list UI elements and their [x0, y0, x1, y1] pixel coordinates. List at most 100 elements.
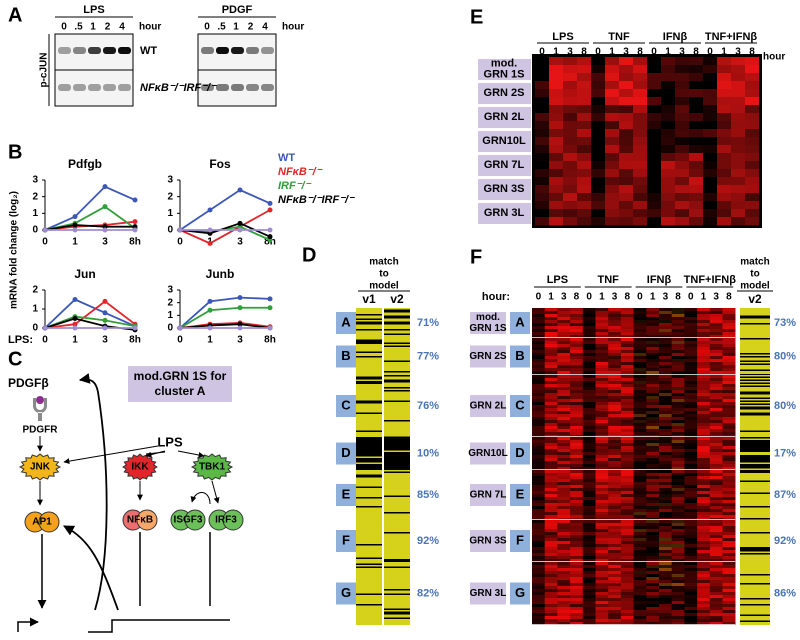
heatmap-cell	[532, 323, 545, 327]
heatmap-cell	[544, 326, 558, 330]
heatmap-cell	[582, 613, 596, 617]
heatmap-cell	[646, 402, 660, 406]
time-label: 3	[735, 47, 741, 58]
heatmap-cell	[595, 574, 609, 578]
heatmap-cell	[646, 417, 660, 421]
heatmap-cell	[709, 452, 723, 456]
heatmap-cell	[591, 153, 605, 162]
heatmap-cell	[697, 583, 711, 587]
heatmap-cell	[582, 604, 596, 608]
data-point	[237, 187, 243, 193]
heatmap-cell	[570, 443, 584, 447]
heatmap-cell	[709, 384, 723, 388]
heatmap-cell	[557, 362, 571, 366]
data-point	[267, 305, 273, 311]
heatmap-cell	[582, 402, 596, 406]
time-label: 1	[553, 47, 559, 58]
heatmap-cell	[570, 432, 584, 436]
series-line	[179, 323, 271, 329]
data-point	[267, 207, 273, 213]
heatmap-cell	[619, 153, 633, 162]
heatmap-cell	[671, 577, 685, 581]
heatmap-cell	[646, 387, 660, 391]
heatmap-cell	[722, 458, 736, 462]
heatmap-cell	[671, 467, 685, 471]
time-label: 1	[90, 22, 96, 33]
heatmap-cell	[709, 509, 723, 513]
heatmap-cell	[684, 607, 698, 611]
promoter	[88, 619, 230, 633]
heatmap-cell	[731, 89, 745, 98]
heatmap-cell	[532, 426, 545, 430]
condition-label: LPS	[83, 4, 104, 16]
mismatch-line	[384, 495, 410, 497]
heatmap-cell	[605, 185, 619, 194]
heatmap-cell	[532, 344, 545, 348]
heatmap-cell	[608, 571, 622, 575]
heatmap-cell	[544, 368, 558, 372]
heatmap-cell	[703, 217, 717, 226]
y-axis-label: mRNA fold change (log₂)	[9, 191, 20, 309]
cluster-box	[510, 345, 530, 368]
heatmap-cell	[544, 440, 558, 444]
heatmap-cell	[557, 464, 571, 468]
mismatch-line	[384, 345, 410, 347]
heatmap-cell	[557, 616, 571, 620]
heatmap-cell	[557, 365, 571, 369]
x-prefix: LPS:	[8, 334, 33, 346]
panel-label: C	[8, 348, 22, 370]
blot-band	[58, 47, 71, 54]
heatmap-cell	[722, 467, 736, 471]
heatmap-cell	[535, 169, 549, 178]
heatmap-cell	[646, 452, 660, 456]
heatmap-cell	[671, 314, 685, 318]
heatmap-cell	[659, 568, 672, 572]
heatmap-cell	[671, 512, 685, 516]
heatmap-cell	[532, 550, 545, 554]
x-tick-label: 0	[177, 237, 183, 248]
heatmap-cell	[722, 482, 736, 486]
heatmap-cell	[582, 598, 596, 602]
heatmap-cell	[544, 538, 558, 542]
stimulus-label: IFNβ	[647, 274, 672, 286]
heatmap-cell	[722, 538, 736, 542]
heatmap-cell	[722, 488, 736, 492]
heatmap-cell	[684, 414, 698, 418]
heatmap-cell	[722, 417, 736, 421]
heatmap-cell	[544, 432, 558, 436]
heatmap-cell	[697, 523, 711, 527]
cluster-box	[336, 345, 356, 368]
heatmap-cell	[633, 426, 647, 430]
heatmap-cell	[577, 129, 591, 138]
heatmap-cell	[684, 335, 698, 339]
heatmap-cell	[595, 347, 609, 351]
mismatch-line	[356, 323, 382, 325]
heatmap-cell	[570, 461, 584, 465]
heatmap-cell	[647, 81, 661, 90]
heatmap-cell	[557, 411, 571, 415]
heatmap-cell	[557, 497, 571, 501]
heatmap-cell	[544, 622, 558, 626]
heatmap-cell	[549, 97, 563, 106]
heatmap-cell	[557, 544, 571, 548]
heatmap-cell	[633, 320, 647, 324]
heatmap-cell	[633, 121, 647, 130]
heatmap-cell	[659, 586, 672, 590]
heatmap-cell	[646, 384, 660, 388]
cluster-label: E	[516, 486, 525, 501]
heatmap-cell	[697, 452, 711, 456]
heatmap-cell	[620, 359, 634, 363]
heatmap-cell	[544, 619, 558, 623]
heatmap-cell	[697, 601, 711, 605]
heatmap-cell	[570, 506, 584, 510]
heatmap-cell	[582, 396, 596, 400]
heatmap-cell	[544, 350, 558, 354]
x-tick-label: 3	[102, 335, 108, 346]
heatmap-cell	[647, 201, 661, 210]
heatmap-cell	[532, 443, 545, 447]
mismatch-line	[356, 339, 382, 341]
heatmap-cell	[646, 437, 660, 441]
mismatch-line	[740, 492, 770, 494]
heatmap-cell	[591, 137, 605, 146]
heatmap-cell	[570, 515, 584, 519]
